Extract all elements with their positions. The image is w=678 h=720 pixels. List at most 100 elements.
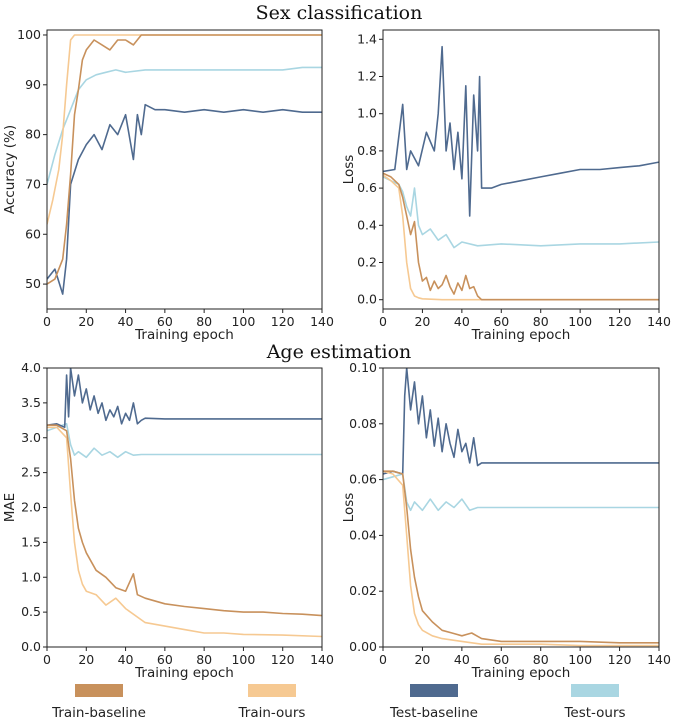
x-tick-label: 20	[78, 652, 94, 667]
x-tick-label: 120	[608, 314, 632, 329]
y-tick-label: 3.0	[21, 430, 41, 445]
y-tick-label: 4.0	[21, 360, 41, 375]
y-tick-label: 0.0	[357, 292, 377, 307]
series-line-train_baseline	[47, 424, 322, 617]
series-line-test_baseline	[47, 103, 322, 295]
y-tick-label: 0.6	[357, 180, 377, 195]
y-tick-label: 60	[25, 226, 41, 241]
series-line-test_baseline	[47, 368, 322, 429]
y-tick-label: 0.5	[21, 604, 41, 619]
legend-item-test_ours: Test-ours	[563, 684, 626, 720]
x-tick-label: 20	[78, 314, 94, 329]
x-tick-label: 100	[231, 314, 255, 329]
y-tick-label: 0.2	[357, 255, 377, 270]
series-line-train_ours	[383, 174, 659, 301]
x-tick-label: 0	[379, 314, 387, 329]
y-tick-label: 50	[25, 276, 41, 291]
y-tick-label: 3.5	[21, 395, 41, 410]
y-tick-label: 2.0	[21, 500, 41, 515]
plot-frame	[46, 29, 323, 310]
panel-sex-loss: 0 20 40 60 80 100 120 140 0.0 0.2 0.4 0.6 0.8 1.0 1.2 1…	[341, 29, 671, 343]
x-tick-label: 120	[271, 652, 295, 667]
legend-item-train_baseline: Train-baseline	[51, 684, 146, 720]
x-tick-label: 0	[43, 652, 51, 667]
x-tick-label: 40	[118, 652, 134, 667]
panel-sex-acc: 0 20 40 60 80 100 120 1405060708090100Training …	[2, 27, 334, 343]
y-tick-label: 70	[25, 176, 41, 191]
y-tick-label: 0.10	[349, 360, 377, 375]
legend-item-test_baseline: Test-baseline	[389, 684, 478, 720]
x-tick-label: 100	[231, 652, 255, 667]
x-tick-label: 140	[310, 314, 334, 329]
x-tick-label: 140	[647, 314, 671, 329]
y-axis-label: Accuracy (%)	[2, 125, 18, 214]
x-tick-label: 100	[568, 652, 592, 667]
series-line-test_ours	[47, 66, 322, 185]
y-axis-label: Loss	[341, 155, 357, 185]
y-tick-label: 0.08	[349, 416, 377, 431]
y-tick-label: 1.0	[21, 569, 41, 584]
x-tick-label: 140	[310, 652, 334, 667]
legend-label: Train-baseline	[51, 705, 146, 720]
y-tick-label: 80	[25, 127, 41, 142]
series-line-test_ours	[383, 176, 659, 249]
y-tick-label: 0.04	[349, 527, 377, 542]
title-sex-classification: Sex classification	[256, 2, 423, 24]
series-line-train_ours	[47, 34, 322, 225]
y-axis-label: MAE	[2, 493, 18, 522]
series-line-train_baseline	[383, 470, 659, 644]
y-tick-label: 1.0	[357, 106, 377, 121]
plot-frame	[46, 367, 323, 648]
x-tick-label: 120	[271, 314, 295, 329]
y-tick-label: 0.8	[357, 143, 377, 158]
y-axis-label: Loss	[341, 493, 357, 523]
series-line-test_ours	[383, 473, 659, 512]
y-tick-label: 1.2	[357, 69, 377, 84]
x-tick-label: 40	[454, 652, 470, 667]
x-tick-label: 0	[43, 314, 51, 329]
x-tick-label: 120	[608, 652, 632, 667]
y-tick-label: 0.02	[349, 583, 377, 598]
y-tick-label: 100	[17, 27, 41, 42]
plot-frame	[382, 29, 660, 310]
x-tick-label: 20	[414, 652, 430, 667]
panel-age-loss: 0 20 40 60 80 100 120 140 0.00 0.02 0.04 0.06 0.08 0.…	[341, 360, 671, 681]
x-tick-label: 0	[379, 652, 387, 667]
x-axis-label: Training epoch	[134, 665, 234, 681]
y-tick-label: 90	[25, 77, 41, 92]
series-line-test_baseline	[383, 45, 659, 217]
x-tick-label: 140	[647, 652, 671, 667]
x-tick-label: 40	[454, 314, 470, 329]
x-tick-label: 60	[157, 314, 173, 329]
legend-swatch	[410, 684, 458, 697]
x-axis-label: Training epoch	[471, 665, 571, 681]
legend-swatch	[75, 684, 123, 697]
y-tick-label: 0.4	[357, 217, 377, 232]
legend-label: Train-ours	[238, 705, 306, 720]
x-axis-label: Training epoch	[134, 327, 234, 343]
title-age-estimation: Age estimation	[266, 341, 412, 363]
y-tick-label: 0.00	[349, 639, 377, 654]
x-tick-label: 100	[568, 314, 592, 329]
legend-label: Test-baseline	[389, 705, 478, 720]
y-tick-label: 1.4	[357, 31, 377, 46]
series-line-train_ours	[47, 426, 322, 638]
x-tick-label: 80	[533, 652, 549, 667]
legend-item-train_ours: Train-ours	[238, 684, 306, 720]
x-tick-label: 40	[118, 314, 134, 329]
x-tick-label: 60	[493, 314, 509, 329]
y-tick-label: 1.5	[21, 534, 41, 549]
series-line-train_baseline	[47, 34, 322, 285]
legend-swatch	[248, 684, 296, 697]
x-tick-label: 60	[493, 652, 509, 667]
series-line-train_ours	[383, 470, 659, 647]
series-line-train_baseline	[383, 172, 659, 301]
series-line-test_ours	[47, 422, 322, 459]
legend-label: Test-ours	[563, 705, 625, 720]
legend: Train-baseline Train-ours Test-baseline Tes…	[51, 684, 626, 720]
plot-frame	[382, 367, 660, 648]
x-tick-label: 20	[414, 314, 430, 329]
y-tick-label: 2.5	[21, 465, 41, 480]
legend-swatch	[571, 684, 619, 697]
